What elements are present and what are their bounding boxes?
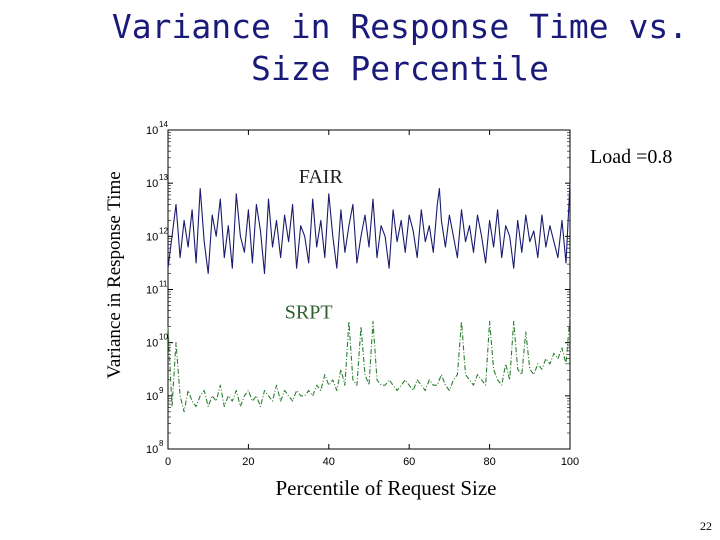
y-tick-label-exp: 14 (159, 120, 168, 129)
y-tick-label-exp: 11 (159, 280, 168, 289)
y-tick-label-base: 10 (146, 285, 158, 297)
x-tick-label: 0 (165, 456, 171, 468)
y-tick-label-exp: 10 (159, 333, 168, 342)
slide-title: Variance in Response Time vs. Size Perce… (100, 6, 700, 90)
x-tick-label: 40 (323, 456, 335, 468)
slide-title-line2: Size Percentile (250, 49, 549, 88)
load-annotation: Load =0.8 (590, 146, 673, 168)
y-tick-label-base: 10 (146, 391, 158, 403)
y-tick-label-base: 10 (146, 231, 158, 243)
x-axis-label: Percentile of Request Size (275, 476, 497, 500)
y-tick-label-exp: 12 (159, 226, 168, 235)
slide-number: 22 (700, 519, 712, 533)
series-label-fair: FAIR (299, 166, 344, 188)
y-tick-label-base: 10 (146, 125, 158, 137)
y-tick-label-exp: 8 (159, 439, 164, 448)
y-tick-label-exp: 13 (159, 173, 168, 182)
y-tick-label-exp: 9 (159, 386, 164, 395)
x-tick-label: 80 (483, 456, 495, 468)
series-line-fair (167, 183, 571, 275)
x-tick-label: 60 (403, 456, 415, 468)
plot-frame (167, 129, 571, 450)
plot-layer: 0 20 40 60 80 10010141013101210111010109108FA… (146, 120, 579, 468)
slide-title-line1: Variance in Response Time vs. (111, 7, 689, 46)
y-tick-label-base: 10 (146, 338, 158, 350)
y-tick-label-base: 10 (146, 178, 158, 190)
x-tick-label: 100 (561, 456, 579, 468)
y-tick-label-base: 10 (146, 444, 158, 456)
series-line-srpt (167, 316, 571, 413)
series-label-srpt: SRPT (285, 302, 333, 324)
x-tick-label: 20 (242, 456, 254, 468)
